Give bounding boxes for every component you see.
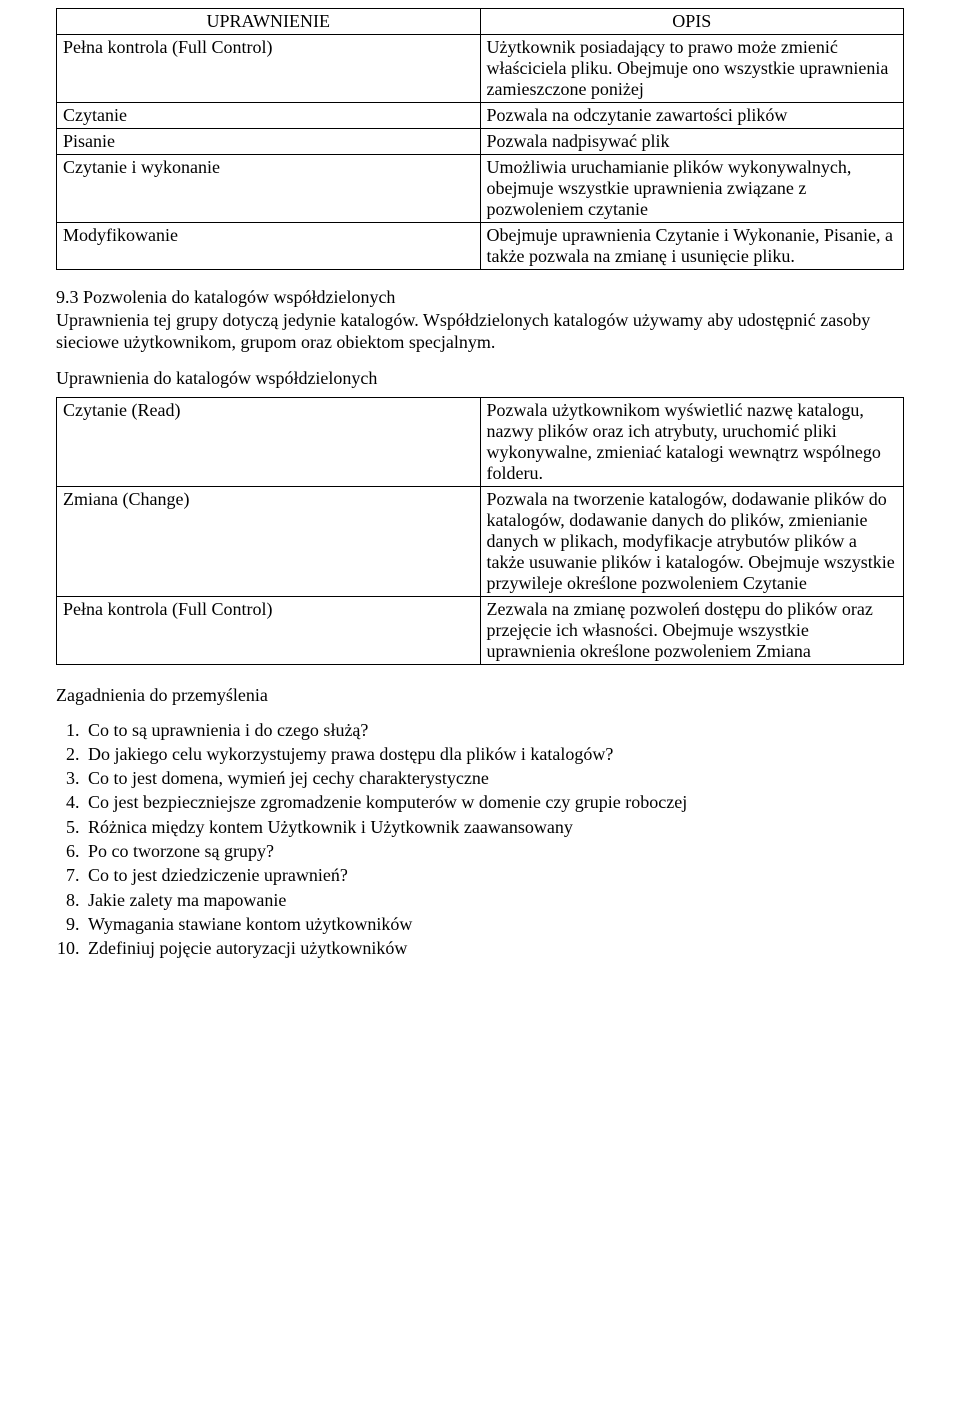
list-item: Co to są uprawnienia i do czego służą? (84, 718, 904, 742)
section-93-body: Uprawnienia tej grupy dotyczą jedynie ka… (56, 310, 870, 353)
permissions-table-1: UPRAWNIENIE OPIS Pełna kontrola (Full Co… (56, 8, 904, 270)
list-item: Wymagania stawiane kontom użytkowników (84, 912, 904, 936)
table-row: Zmiana (Change) Pozwala na tworzenie kat… (57, 486, 904, 596)
list-item: Różnica między kontem Użytkownik i Użytk… (84, 815, 904, 839)
table-row: Czytanie Pozwala na odczytanie zawartośc… (57, 103, 904, 129)
perm-cell: Pełna kontrola (Full Control) (57, 596, 481, 664)
section-93-title: 9.3 Pozwolenia do katalogów współdzielon… (56, 287, 395, 307)
table-row: Pisanie Pozwala nadpisywać plik (57, 129, 904, 155)
table-row: Pełna kontrola (Full Control) Użytkownik… (57, 35, 904, 103)
questions-title: Zagadnienia do przemyślenia (56, 685, 904, 706)
desc-cell: Umożliwia uruchamianie plików wykonywaln… (480, 155, 904, 223)
section-93: 9.3 Pozwolenia do katalogów współdzielon… (56, 286, 904, 354)
questions-list: Co to są uprawnienia i do czego służą? D… (56, 718, 904, 961)
perm-cell: Czytanie i wykonanie (57, 155, 481, 223)
desc-cell: Pozwala użytkownikom wyświetlić nazwę ka… (480, 397, 904, 486)
perm-cell: Pełna kontrola (Full Control) (57, 35, 481, 103)
table-header-row: UPRAWNIENIE OPIS (57, 9, 904, 35)
desc-cell: Użytkownik posiadający to prawo może zmi… (480, 35, 904, 103)
desc-cell: Zezwala na zmianę pozwoleń dostępu do pl… (480, 596, 904, 664)
desc-cell: Pozwala nadpisywać plik (480, 129, 904, 155)
shared-folders-subhead: Uprawnienia do katalogów współdzielonych (56, 368, 904, 389)
table-header-uprawnienie: UPRAWNIENIE (57, 9, 481, 35)
table-row: Modyfikowanie Obejmuje uprawnienia Czyta… (57, 223, 904, 270)
list-item: Zdefiniuj pojęcie autoryzacji użytkownik… (84, 936, 904, 960)
table-row: Pełna kontrola (Full Control) Zezwala na… (57, 596, 904, 664)
desc-cell: Obejmuje uprawnienia Czytanie i Wykonani… (480, 223, 904, 270)
list-item: Do jakiego celu wykorzystujemy prawa dos… (84, 742, 904, 766)
list-item: Co to jest dziedziczenie uprawnień? (84, 863, 904, 887)
desc-cell: Pozwala na odczytanie zawartości plików (480, 103, 904, 129)
table-row: Czytanie (Read) Pozwala użytkownikom wyś… (57, 397, 904, 486)
permissions-table-2: Czytanie (Read) Pozwala użytkownikom wyś… (56, 397, 904, 665)
list-item: Co jest bezpieczniejsze zgromadzenie kom… (84, 790, 904, 814)
perm-cell: Pisanie (57, 129, 481, 155)
perm-cell: Zmiana (Change) (57, 486, 481, 596)
list-item: Jakie zalety ma mapowanie (84, 888, 904, 912)
perm-cell: Modyfikowanie (57, 223, 481, 270)
desc-cell: Pozwala na tworzenie katalogów, dodawani… (480, 486, 904, 596)
table-row: Czytanie i wykonanie Umożliwia uruchamia… (57, 155, 904, 223)
perm-cell: Czytanie (57, 103, 481, 129)
list-item: Co to jest domena, wymień jej cechy char… (84, 766, 904, 790)
perm-cell: Czytanie (Read) (57, 397, 481, 486)
table-header-opis: OPIS (480, 9, 904, 35)
list-item: Po co tworzone są grupy? (84, 839, 904, 863)
